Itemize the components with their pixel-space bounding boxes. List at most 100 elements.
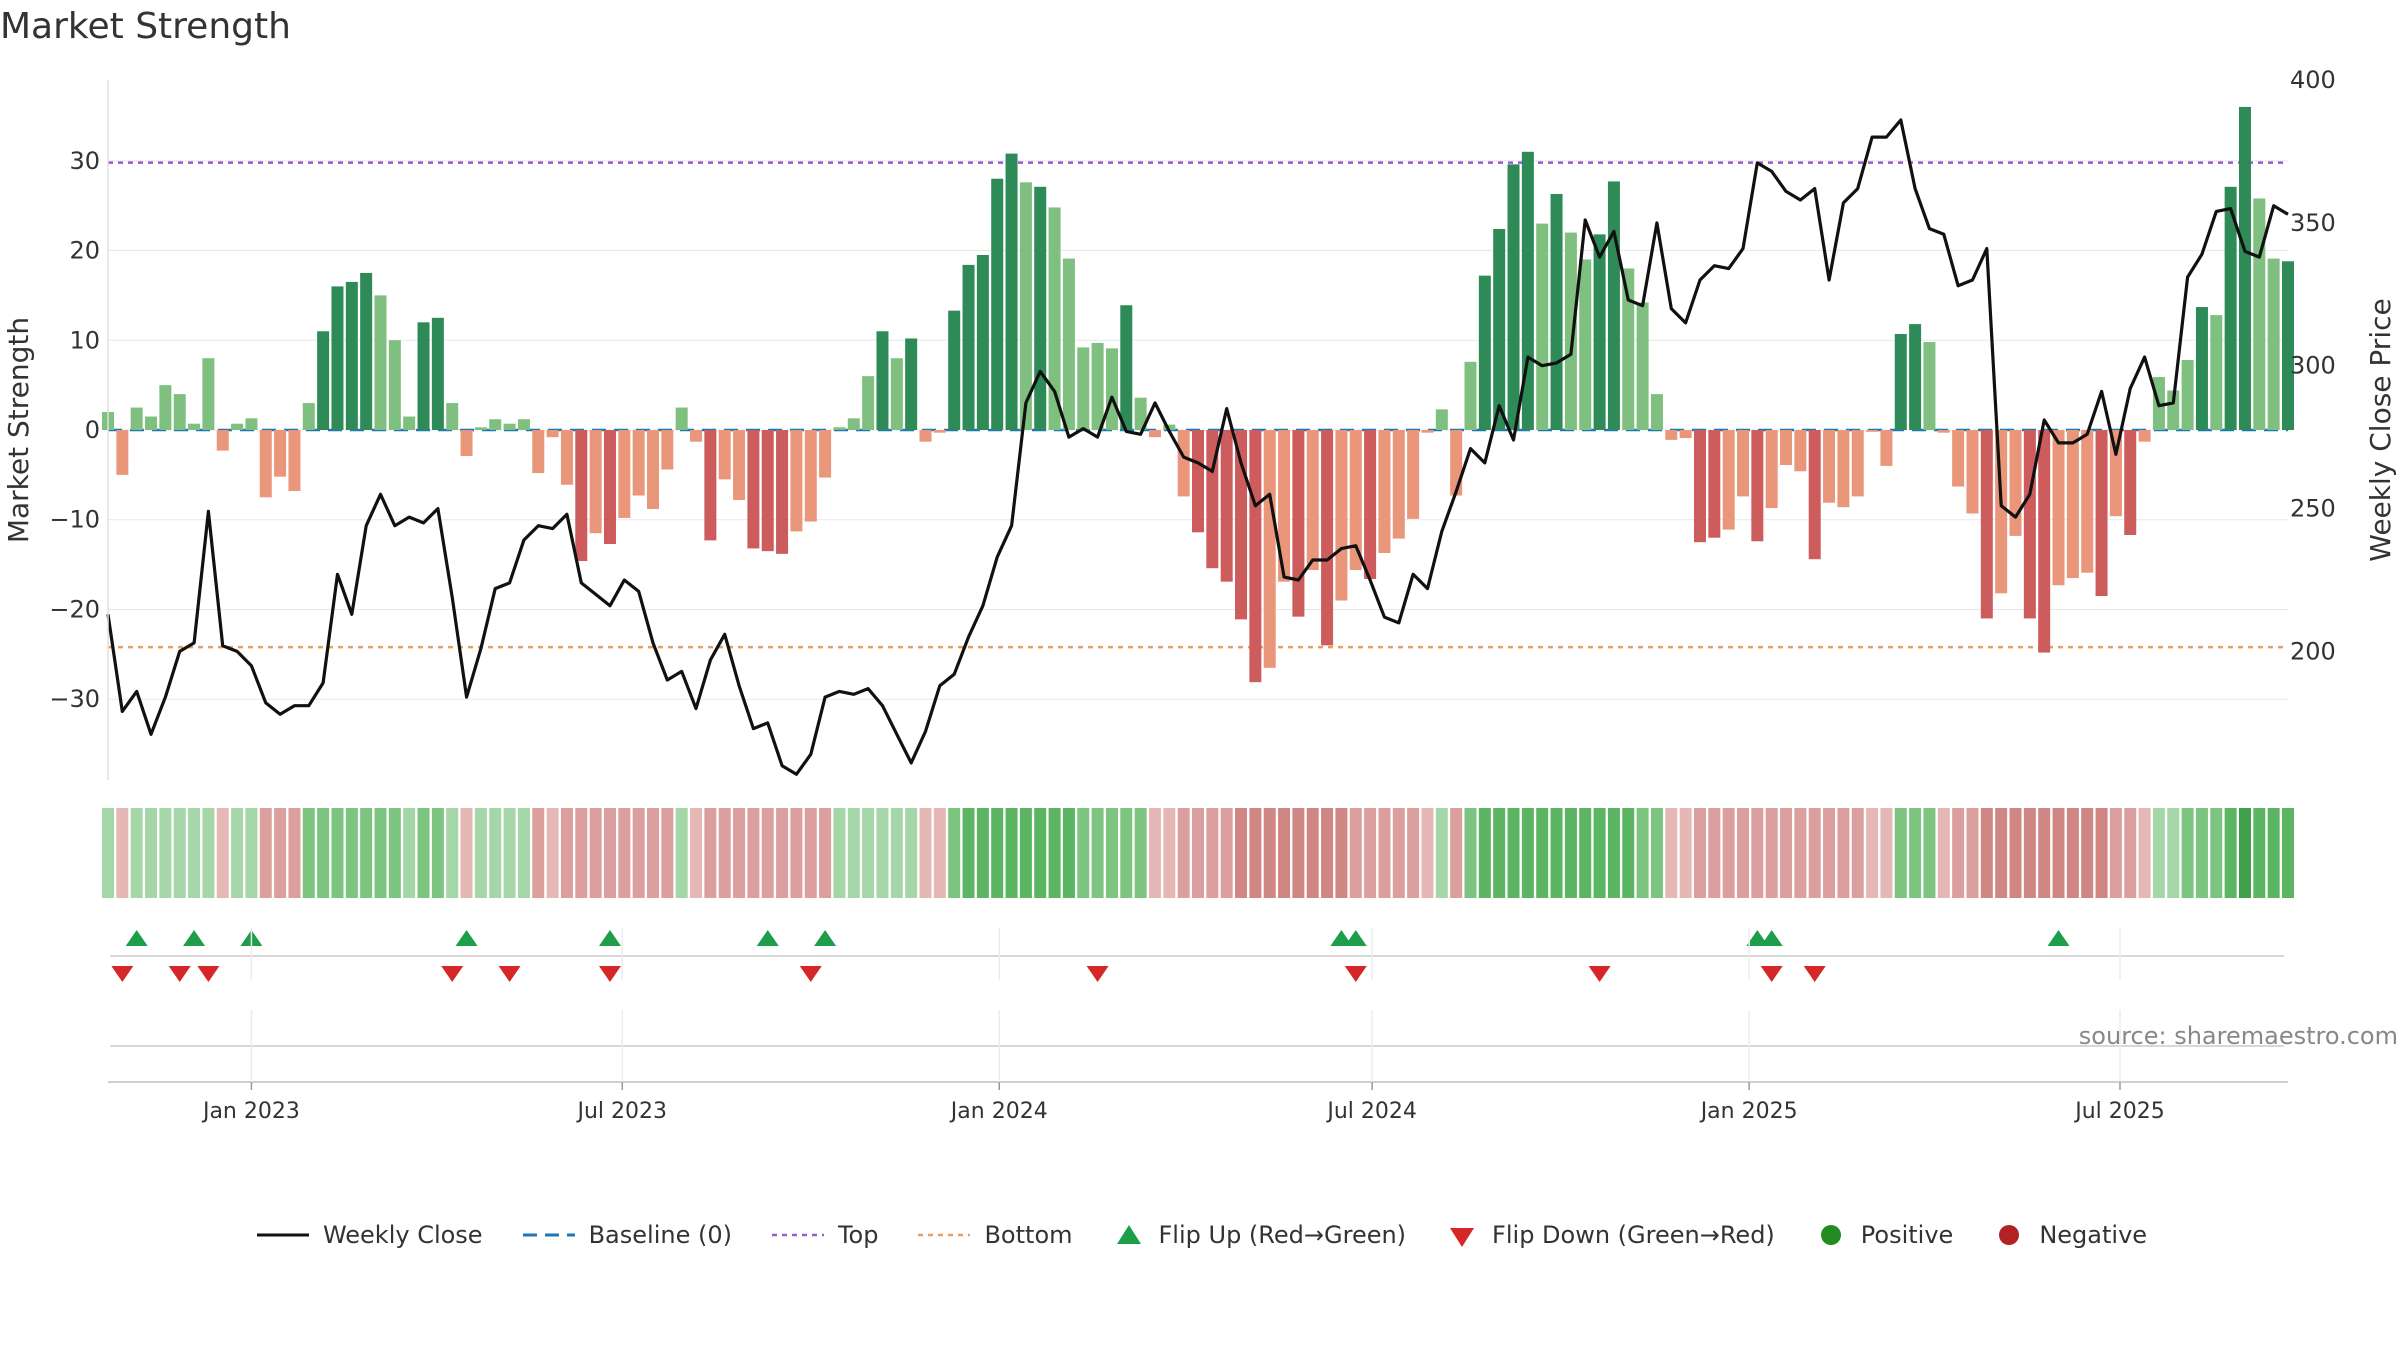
heat-cell (1105, 808, 1118, 898)
legend-item-bottom[interactable]: Bottom (914, 1220, 1073, 1250)
strength-bar (575, 430, 588, 562)
heat-cell (460, 808, 473, 898)
strength-bar (1880, 430, 1893, 466)
legend-item-baseline[interactable]: Baseline (0) (519, 1220, 732, 1250)
strength-bar (1679, 430, 1692, 439)
strength-bar (1005, 153, 1018, 431)
x-axis: Jan 2023 Jul 2023 Jan 2024 Jul 2024 Jan 2025… (108, 928, 2288, 1124)
legend-item-flip-down[interactable]: Flip Down (Green→Red) (1442, 1220, 1775, 1250)
heat-cell (102, 808, 114, 898)
heat-cell (1392, 808, 1405, 898)
heat-cell (417, 808, 430, 898)
strength-bar (747, 430, 760, 549)
heat-cell (1091, 808, 1104, 898)
strength-bar (474, 427, 487, 430)
heat-cell (1235, 808, 1248, 898)
heat-cell (1837, 808, 1850, 898)
strength-bar (1048, 207, 1061, 430)
heat-cell (145, 808, 158, 898)
heat-cell (1909, 808, 1922, 898)
strength-bar (1536, 223, 1549, 430)
legend-item-flip-up[interactable]: Flip Up (Red→Green) (1109, 1220, 1406, 1250)
heat-cell (446, 808, 459, 898)
strength-bar (1693, 430, 1706, 543)
heat-cell (1536, 808, 1549, 898)
flip-down-marker (441, 966, 464, 982)
legend-item-top[interactable]: Top (768, 1220, 878, 1250)
heat-cell (1808, 808, 1821, 898)
heat-cell (632, 808, 645, 898)
strength-bar (603, 430, 616, 544)
strength-bar (718, 430, 731, 480)
x-tick-label: Jul 2025 (2073, 1099, 2165, 1124)
dashed-line-swatch-icon (522, 1233, 575, 1237)
strength-bar (2066, 430, 2079, 579)
axes: −30 −20 −10 0 10 20 30 200 250 300 350 400 Market St… (2, 66, 2397, 780)
heat-cell (1278, 808, 1291, 898)
strength-bar (2052, 430, 2065, 586)
heat-cell (517, 808, 530, 898)
strength-bar (546, 430, 559, 438)
strength-bar (374, 295, 387, 430)
heat-cell (2238, 808, 2251, 898)
strength-bar (776, 430, 789, 554)
heat-cell (1263, 808, 1276, 898)
heat-cell (159, 808, 172, 898)
heat-cell (733, 808, 746, 898)
legend-item-close[interactable]: Weekly Close (253, 1220, 483, 1250)
strength-bar (1837, 430, 1850, 508)
strength-bar (948, 310, 961, 430)
heat-cell (1192, 808, 1204, 898)
strength-bar (1278, 430, 1291, 582)
strength-bar (145, 416, 158, 430)
strength-bar (1263, 430, 1276, 668)
strength-bar (245, 418, 258, 430)
flip-up-marker (183, 930, 206, 946)
strength-bar (1636, 302, 1649, 430)
legend-item-negative[interactable]: Negative (1989, 1220, 2147, 1250)
heat-cell (1880, 808, 1893, 898)
flip-up-marker (1760, 930, 1783, 946)
y2-tick-label: 200 (2290, 637, 2336, 665)
heat-cell (1062, 808, 1075, 898)
y2-tick-label: 350 (2290, 209, 2336, 237)
heat-cell (288, 808, 301, 898)
heat-cell (589, 808, 602, 898)
heat-cell (560, 808, 573, 898)
heat-cell (1894, 808, 1907, 898)
heat-cell (1722, 808, 1735, 898)
x-tick-label: Jul 2024 (1325, 1099, 1417, 1124)
heat-cell (704, 808, 717, 898)
flip-markers (110, 930, 2284, 982)
heat-cell (1507, 808, 1520, 898)
strength-bar (1794, 430, 1807, 472)
heat-cell (1952, 808, 1965, 898)
flip-down-marker (111, 966, 134, 982)
x-tick-label: Jul 2023 (576, 1099, 668, 1124)
strength-bar (962, 264, 975, 430)
strength-bar (1765, 430, 1778, 509)
strength-bar (1464, 361, 1477, 430)
strength-bar (1966, 430, 1979, 514)
strength-bar (532, 430, 545, 474)
strength-bars (102, 106, 2294, 683)
strength-bar (1550, 193, 1563, 430)
heat-cell (1579, 808, 1592, 898)
heat-cell (474, 808, 487, 898)
strength-bar (819, 430, 832, 478)
heat-cell (1780, 808, 1793, 898)
heat-cell (603, 808, 616, 898)
strength-bar (833, 427, 846, 430)
heat-cell (933, 808, 946, 898)
legend-item-positive[interactable]: Positive (1811, 1220, 1953, 1250)
flip-down-marker (197, 966, 220, 982)
heat-cell (2038, 808, 2051, 898)
strength-bar (1564, 232, 1577, 430)
heat-cell (1163, 808, 1176, 898)
heat-cell (1679, 808, 1692, 898)
heat-cell (804, 808, 817, 898)
heat-cell (1665, 808, 1678, 898)
strength-bar (259, 430, 272, 498)
y-tick-label: 10 (69, 326, 100, 354)
strength-bar (188, 423, 201, 430)
